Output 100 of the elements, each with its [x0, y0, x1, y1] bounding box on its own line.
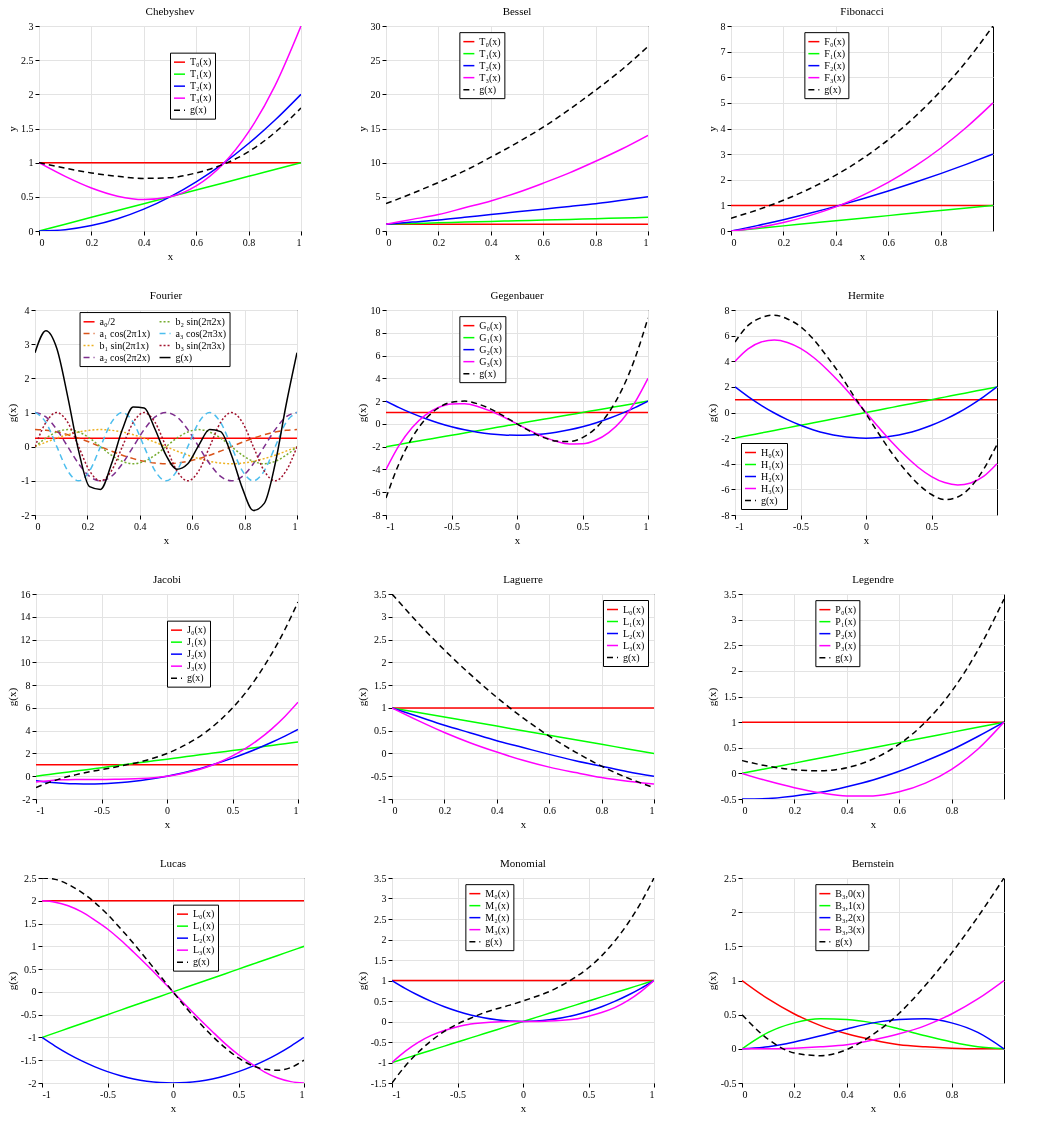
x-axis-title: x: [863, 533, 870, 546]
y-tick-label: 8: [25, 679, 31, 691]
x-tick-label: 0: [742, 1088, 748, 1100]
x-tick-label: 1: [643, 236, 649, 248]
line-series: [386, 196, 648, 225]
x-tick-label: 0.8: [595, 804, 609, 816]
y-tick-label: 4: [25, 725, 31, 737]
y-tick-label: 1: [720, 199, 726, 211]
legend-label: G₁(x): [479, 331, 502, 344]
legend-label: g(x): [835, 935, 853, 948]
legend-label: T₀(x): [190, 56, 212, 69]
y-tick-label: 3.5: [374, 872, 387, 884]
legend-label: L₀(x): [193, 908, 215, 921]
legend-label: P₀(x): [835, 603, 857, 616]
y-tick-label: -1.5: [370, 1077, 387, 1089]
y-tick-label: 1: [381, 975, 387, 986]
x-tick-label: 0.4: [841, 804, 854, 816]
y-tick-label: 2: [381, 656, 387, 668]
x-tick-label: 0: [864, 520, 869, 532]
legend-label: g(x): [835, 651, 853, 664]
y-tick-label: 15: [370, 123, 381, 134]
y-tick-label: 1.5: [24, 918, 37, 930]
legend-label: F₁(x): [824, 47, 846, 60]
legend-label: L₂(x): [193, 932, 215, 945]
y-tick-label: -0.5: [720, 793, 737, 805]
x-tick-label: 0.5: [925, 520, 939, 532]
y-tick-label: 2: [724, 381, 730, 393]
line-series: [35, 330, 297, 512]
legend-label: P₁(x): [835, 615, 857, 628]
y-tick-label: 2.5: [724, 639, 737, 651]
y-axis-title: g(x): [5, 971, 19, 991]
x-tick-label: 0.2: [85, 236, 99, 248]
x-tick-label: 0.4: [841, 1088, 854, 1100]
y-tick-label: 2.5: [21, 54, 34, 66]
y-tick-label: 0: [381, 747, 387, 759]
x-axis-title: x: [514, 249, 521, 262]
legend-label: B₃,2(x): [835, 911, 865, 924]
y-tick-label: 2: [28, 88, 34, 100]
x-tick-label: 1: [299, 1088, 305, 1100]
y-tick-label: 0: [731, 1043, 737, 1055]
x-tick-label: 0.2: [777, 236, 791, 248]
y-tick-label: 0.5: [374, 725, 387, 737]
x-tick-label: 0.8: [238, 520, 252, 532]
y-tick-label: 20: [370, 88, 381, 100]
x-tick-label: -0.5: [793, 520, 809, 532]
line-series: [392, 707, 654, 755]
x-tick-label: 0.4: [134, 520, 147, 532]
x-tick-label: -0.5: [100, 1088, 116, 1100]
x-tick-label: 0.6: [543, 804, 556, 816]
legend-label: T₂(x): [479, 59, 501, 72]
y-tick-label: 0: [375, 225, 381, 237]
y-tick-label: 4: [375, 372, 381, 384]
legend-label: b₃ sin(2π3x): [175, 339, 225, 352]
x-tick-label: 0.2: [438, 804, 452, 816]
y-tick-label: 3: [24, 338, 30, 350]
y-tick-label: -6: [721, 483, 730, 495]
legend-label: T₃(x): [190, 92, 212, 105]
x-tick-label: 0.6: [186, 520, 199, 532]
x-tick-label: 0.6: [537, 236, 550, 248]
legend-label: M₀(x): [485, 887, 510, 900]
x-tick-label: 0.5: [582, 1088, 596, 1100]
y-tick-label: 16: [20, 588, 31, 600]
y-tick-label: 2: [24, 372, 30, 384]
x-axis-title: x: [164, 817, 171, 830]
legend-label: L₁(x): [623, 615, 645, 628]
y-tick-label: 0: [381, 1016, 387, 1027]
x-tick-label: 0.8: [242, 236, 256, 248]
y-tick-label: 2.5: [24, 872, 37, 884]
legend-label: T₀(x): [479, 35, 501, 48]
y-tick-label: 0.5: [724, 742, 737, 754]
y-tick-label: -4: [721, 458, 730, 470]
x-tick-label: 0: [171, 1088, 176, 1100]
x-axis-title: x: [520, 1101, 527, 1114]
legend-label: g(x): [175, 351, 193, 364]
legend-label: L₁(x): [193, 920, 215, 933]
x-tick-label: 0: [515, 520, 520, 532]
legend-label: g(x): [623, 651, 640, 664]
y-tick-label: 30: [370, 20, 381, 32]
y-tick-label: 8: [724, 304, 730, 316]
line-series: [742, 721, 1004, 775]
x-tick-label: 0.6: [893, 804, 906, 816]
x-tick-label: 0: [521, 1088, 526, 1100]
y-tick-label: 0: [724, 407, 730, 418]
legend-label: F₂(x): [824, 59, 846, 72]
x-tick-label: 0.6: [893, 1088, 906, 1100]
x-tick-label: 0.6: [190, 236, 203, 248]
x-tick-label: 0.4: [138, 236, 151, 248]
x-tick-label: 0.8: [945, 1088, 959, 1100]
legend-label: T₁(x): [479, 47, 501, 60]
legend-label: g(x): [824, 83, 842, 96]
legend-label: J₁(x): [187, 636, 207, 649]
y-tick-label: 0: [375, 418, 381, 430]
y-tick-label: 0.5: [21, 191, 34, 203]
y-tick-label: -0.5: [370, 770, 387, 782]
legend-label: g(x): [190, 104, 207, 117]
legend-label: b₂ sin(2π2x): [175, 315, 225, 328]
y-tick-label: -2: [372, 441, 381, 453]
line-series: [742, 1018, 1004, 1050]
line-series: [386, 400, 648, 437]
x-axis-title: x: [163, 533, 170, 546]
